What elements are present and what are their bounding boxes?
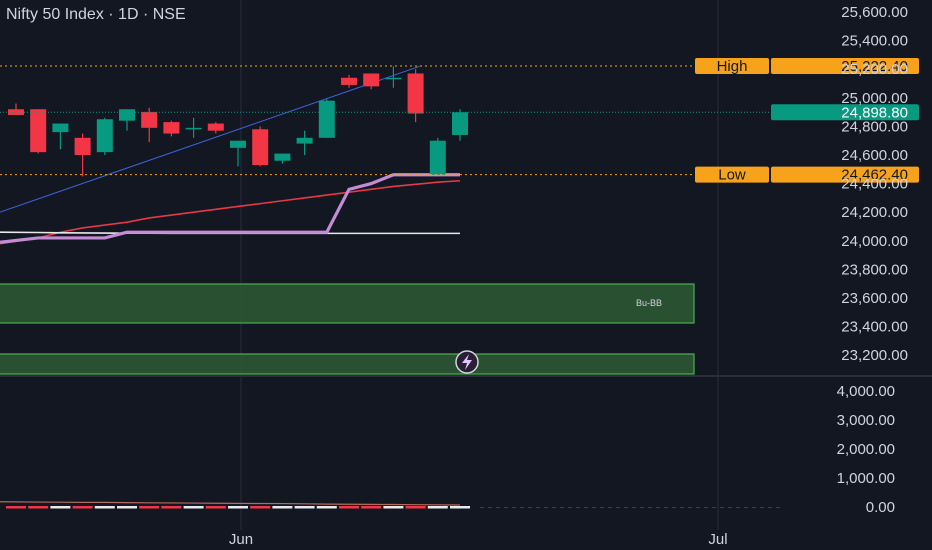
y-tick-label: 24,600.00 [841, 147, 908, 164]
candle-body [207, 123, 224, 131]
candle-body [318, 100, 335, 138]
high-tag-value: 25,222.40 [841, 58, 908, 75]
zone-box-upper [0, 283, 695, 324]
zones: Bu-BB [0, 283, 695, 375]
oscillator-line [0, 501, 461, 506]
last-price-tag-value-box [771, 104, 919, 121]
candle-body [185, 127, 202, 130]
oscillator-bar [6, 506, 26, 509]
candle-body [385, 77, 402, 80]
oscillator-bar [228, 506, 248, 509]
y-tick-label: 23,400.00 [841, 319, 908, 336]
grid [0, 0, 932, 530]
low-tag-label: Low [718, 167, 746, 184]
oscillator-bar [361, 506, 382, 509]
oscillator-bar [250, 506, 271, 509]
osc-y-tick-label: 1,000.00 [837, 470, 895, 487]
oscillator-bar [72, 506, 93, 509]
oscillator-bar [50, 506, 71, 509]
candle-body [296, 137, 313, 144]
y-tick-label: 24,000.00 [841, 233, 908, 250]
oscillator-bar [117, 506, 137, 509]
osc-y-tick-label: 4,000.00 [837, 383, 895, 400]
y-tick-label: 24,800.00 [841, 118, 908, 135]
zone-box-lower [0, 353, 695, 375]
oscillator-bar [94, 506, 115, 509]
series [0, 65, 461, 245]
high-tag-value-box [771, 57, 919, 74]
candle-body [341, 77, 357, 85]
candle-body [252, 129, 269, 166]
osc-y-tick-label: 0.00 [866, 499, 895, 516]
y-tick-label: 23,200.00 [841, 347, 908, 364]
price-tags: High 25,222.40 24,898.80 Low 24,462.40 [0, 57, 919, 184]
oscillator-bar [294, 506, 315, 509]
low-tag-label-box [695, 166, 769, 183]
osc-y-tick-label: 3,000.00 [837, 412, 895, 429]
oscillator-bar [339, 506, 359, 509]
oscillator-bar [450, 506, 470, 509]
axes: 25,600.0025,400.0025,200.0025,000.0024,8… [229, 4, 908, 548]
y-tick-label: 25,000.00 [841, 90, 908, 107]
y-tick-label: 24,400.00 [841, 176, 908, 193]
oscillator-bar [139, 506, 160, 509]
candle-body [429, 140, 446, 175]
y-tick-label: 23,800.00 [841, 261, 908, 278]
oscillator-bar [316, 506, 337, 509]
y-tick-label: 24,200.00 [841, 204, 908, 221]
osc-y-tick-label: 2,000.00 [837, 441, 895, 458]
candle-body [274, 153, 291, 161]
oscillator-bar [161, 506, 182, 509]
lightning-icon [462, 354, 472, 370]
y-tick-label: 25,600.00 [841, 4, 908, 21]
oscillator-bar [383, 506, 404, 509]
candle-body [96, 119, 113, 153]
candle-body [407, 73, 424, 114]
high-tag-label: High [717, 58, 748, 75]
x-tick-label-jun: Jun [229, 531, 253, 548]
y-tick-label: 25,200.00 [841, 61, 908, 78]
low-tag-value: 24,462.40 [841, 167, 908, 184]
series-line-purple [0, 173, 460, 244]
oscillator-bar [205, 506, 226, 509]
candle-body [119, 109, 135, 121]
high-tag-label-box [695, 57, 769, 74]
oscillator [0, 501, 780, 509]
candle-body [30, 109, 47, 153]
oscillator-bar [28, 506, 49, 509]
candle-body [141, 112, 158, 128]
low-tag-value-box [771, 166, 919, 183]
candle-body [452, 112, 468, 135]
oscillator-bar [405, 506, 426, 509]
oscillator-bar [183, 506, 204, 509]
chart-title: Nifty 50 Index · 1D · NSE [6, 6, 186, 23]
x-tick-label-jul: Jul [708, 531, 727, 548]
trendline [0, 65, 420, 213]
candle-body [363, 73, 380, 87]
candle-body [74, 137, 91, 155]
candle-body [163, 122, 180, 134]
y-tick-label: 23,600.00 [841, 290, 908, 307]
oscillator-bar [427, 506, 448, 509]
candle-body [230, 140, 246, 148]
oscillator-bar [272, 506, 293, 509]
series-line-ma_red [0, 179, 461, 245]
candles [8, 66, 468, 177]
zone-label: Bu-BB [636, 298, 662, 308]
candle-body [52, 123, 69, 133]
y-tick-label: 25,400.00 [841, 33, 908, 50]
last-price-tag-value: 24,898.80 [841, 104, 908, 121]
